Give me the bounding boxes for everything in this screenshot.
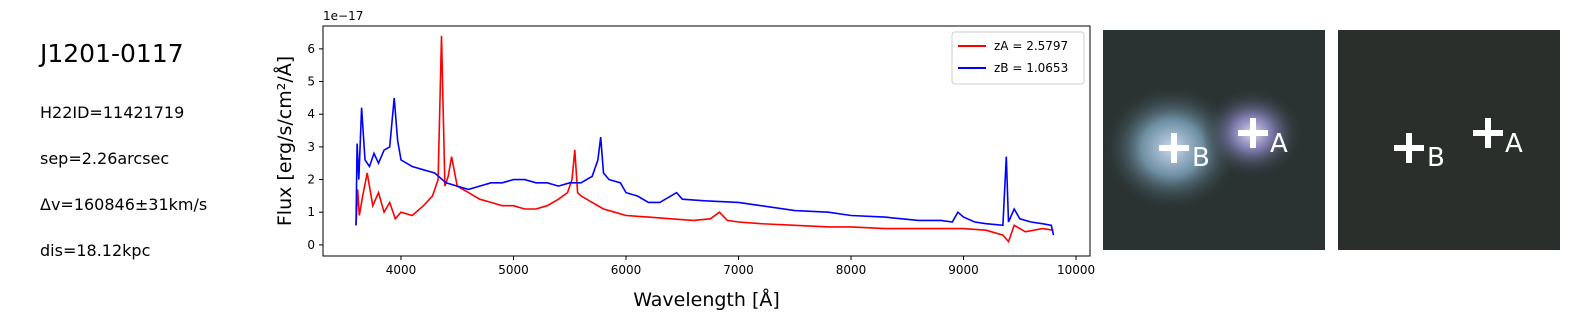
x-tick-label: 4000 [386, 263, 417, 277]
marker-label: B [1192, 143, 1210, 173]
y-tick-label: 3 [307, 140, 315, 154]
legend-label: zB = 1.0653 [994, 61, 1068, 75]
y-axis-label: Flux [erg/s/cm²/Å] [273, 56, 296, 226]
image-panel: A B [1103, 30, 1325, 250]
spectrum-line [355, 35, 1054, 244]
y-tick-label: 2 [307, 173, 315, 187]
x-tick-label: 8000 [836, 263, 867, 277]
y-tick-label: 6 [307, 42, 315, 56]
info-line: H22ID=11421719 [40, 103, 184, 122]
x-tick-label: 10000 [1057, 263, 1095, 277]
info-line: Δv=160846±31km/s [40, 195, 207, 214]
y-tick-label: 5 [307, 75, 315, 89]
x-tick-label: 7000 [723, 263, 754, 277]
object-name: J1201-0117 [38, 39, 184, 68]
info-line: sep=2.26arcsec [40, 149, 169, 168]
x-tick-label: 6000 [611, 263, 642, 277]
spectrum-chart: 4000 5000 6000 7000 8000 9000 10000 0 1 2 3 4 5 6 1e−1… [273, 9, 1095, 311]
spectrum-line [355, 97, 1055, 236]
x-tick-label: 9000 [948, 263, 979, 277]
marker-label: A [1505, 129, 1523, 159]
x-axis-label: Wavelength [Å] [633, 288, 780, 311]
offset-label: 1e−17 [323, 9, 363, 23]
y-tick-label: 1 [307, 205, 315, 219]
legend-label: zA = 2.5797 [994, 39, 1068, 53]
image-panel: A B [1338, 30, 1560, 250]
y-tick-label: 4 [307, 107, 315, 121]
info-line: dis=18.12kpc [40, 241, 150, 260]
axes-frame [322, 25, 1091, 257]
x-tick-label: 5000 [498, 263, 529, 277]
marker-label: A [1270, 129, 1288, 159]
y-tick-label: 0 [307, 238, 315, 252]
marker-label: B [1427, 143, 1445, 173]
